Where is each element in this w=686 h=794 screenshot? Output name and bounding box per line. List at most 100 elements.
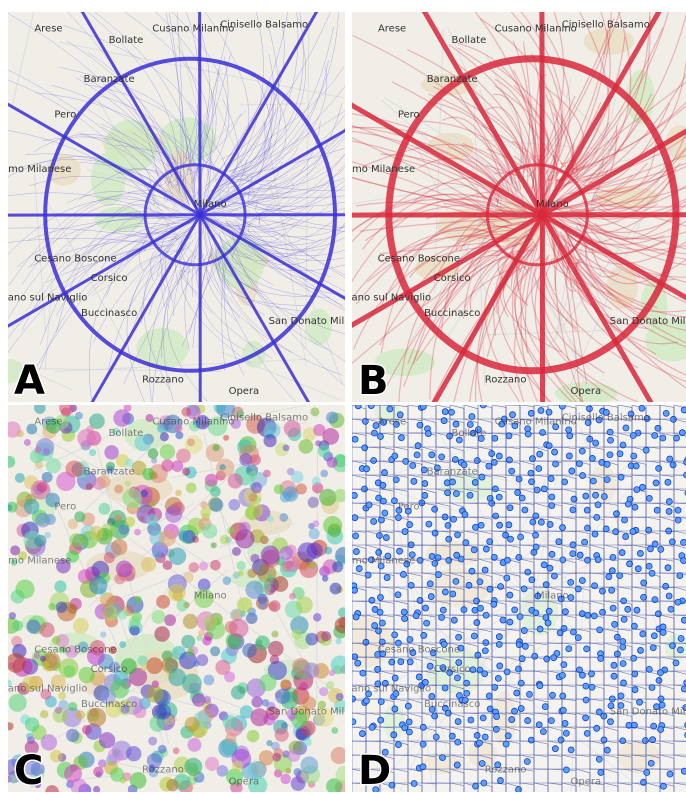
site-point bbox=[634, 487, 640, 493]
cluster-blob bbox=[146, 514, 158, 526]
site-point bbox=[611, 673, 617, 679]
site-point bbox=[420, 741, 426, 747]
place-name: Settimo Milanese bbox=[0, 556, 71, 567]
site-point bbox=[439, 614, 445, 620]
site-point bbox=[595, 557, 601, 563]
cluster-blob bbox=[99, 732, 115, 748]
site-point bbox=[462, 512, 468, 518]
cluster-blob bbox=[187, 738, 201, 752]
site-point bbox=[512, 607, 518, 613]
cluster-blob bbox=[275, 728, 289, 742]
cluster-blob bbox=[119, 524, 129, 534]
cluster-blob bbox=[40, 710, 48, 718]
site-point bbox=[589, 671, 595, 677]
cluster-blob bbox=[148, 448, 159, 459]
site-point bbox=[579, 611, 585, 617]
site-point bbox=[392, 675, 398, 681]
cluster-blob bbox=[242, 643, 257, 658]
site-point bbox=[611, 662, 617, 668]
place-name: Pero bbox=[398, 501, 420, 512]
place-name: Milano bbox=[194, 591, 227, 602]
cluster-blob bbox=[169, 547, 187, 565]
site-point bbox=[503, 532, 509, 538]
site-point bbox=[507, 505, 513, 511]
site-point bbox=[621, 680, 627, 686]
cluster-blob bbox=[259, 601, 267, 609]
cluster-blob bbox=[320, 470, 328, 478]
cluster-blob bbox=[273, 576, 289, 592]
site-point bbox=[625, 501, 631, 507]
site-point bbox=[546, 608, 552, 614]
cluster-blob bbox=[271, 631, 278, 638]
site-point bbox=[450, 591, 456, 597]
site-point bbox=[369, 724, 375, 730]
site-point bbox=[589, 455, 595, 461]
site-point bbox=[507, 536, 513, 542]
cluster-blob bbox=[5, 722, 13, 730]
place-name: Corsico bbox=[434, 273, 471, 284]
site-point bbox=[533, 544, 539, 550]
cluster-blob bbox=[223, 715, 237, 729]
site-point bbox=[538, 519, 544, 525]
cluster-blob bbox=[319, 489, 336, 506]
place-name: Opera bbox=[229, 386, 260, 397]
site-point bbox=[467, 492, 473, 498]
cluster-blob bbox=[210, 498, 224, 512]
cluster-blob bbox=[251, 482, 262, 493]
site-point bbox=[604, 747, 610, 753]
site-point bbox=[547, 521, 553, 527]
site-point bbox=[482, 567, 488, 573]
cluster-blob bbox=[148, 737, 157, 746]
site-point bbox=[509, 468, 515, 474]
cluster-blob bbox=[12, 620, 23, 631]
site-point bbox=[445, 490, 451, 496]
cluster-blob bbox=[335, 617, 351, 633]
site-point bbox=[653, 480, 659, 486]
site-point bbox=[449, 733, 455, 739]
site-point bbox=[415, 443, 421, 449]
cluster-blob bbox=[291, 629, 302, 640]
site-point bbox=[467, 421, 473, 427]
place-name: Cinisello Balsamo bbox=[562, 20, 650, 31]
site-point bbox=[528, 737, 534, 743]
site-point bbox=[453, 421, 459, 427]
site-point bbox=[632, 671, 638, 677]
place-name: Opera bbox=[229, 776, 260, 787]
site-point bbox=[673, 660, 679, 666]
cluster-blob bbox=[114, 515, 122, 523]
cluster-blob bbox=[250, 708, 268, 726]
cluster-blob bbox=[119, 641, 126, 648]
cluster-blob bbox=[280, 774, 291, 785]
site-point bbox=[509, 717, 515, 723]
cluster-blob bbox=[15, 473, 25, 483]
site-point bbox=[440, 607, 446, 613]
site-point bbox=[455, 532, 461, 538]
cluster-blob bbox=[210, 560, 221, 571]
site-point bbox=[392, 632, 398, 638]
site-point bbox=[542, 704, 548, 710]
site-point bbox=[384, 575, 390, 581]
site-point bbox=[532, 653, 538, 659]
cluster-blob bbox=[331, 747, 348, 764]
site-point bbox=[442, 589, 448, 595]
site-point bbox=[560, 707, 566, 713]
site-point bbox=[519, 656, 525, 662]
site-point bbox=[630, 529, 636, 535]
site-point bbox=[451, 516, 457, 522]
site-point bbox=[623, 534, 629, 540]
cluster-blob bbox=[42, 472, 53, 483]
place-name: Bollate bbox=[109, 428, 144, 439]
site-point bbox=[559, 403, 565, 409]
cluster-blob bbox=[313, 424, 325, 436]
site-point bbox=[665, 565, 671, 571]
site-point bbox=[551, 573, 557, 579]
site-point bbox=[478, 522, 484, 528]
cluster-blob bbox=[326, 412, 338, 424]
site-point bbox=[379, 620, 385, 626]
site-point bbox=[450, 479, 456, 485]
cluster-blob bbox=[56, 601, 67, 612]
site-point bbox=[512, 708, 518, 714]
cluster-blob bbox=[55, 707, 62, 714]
cluster-blob bbox=[25, 717, 39, 731]
cluster-blob bbox=[141, 665, 147, 671]
